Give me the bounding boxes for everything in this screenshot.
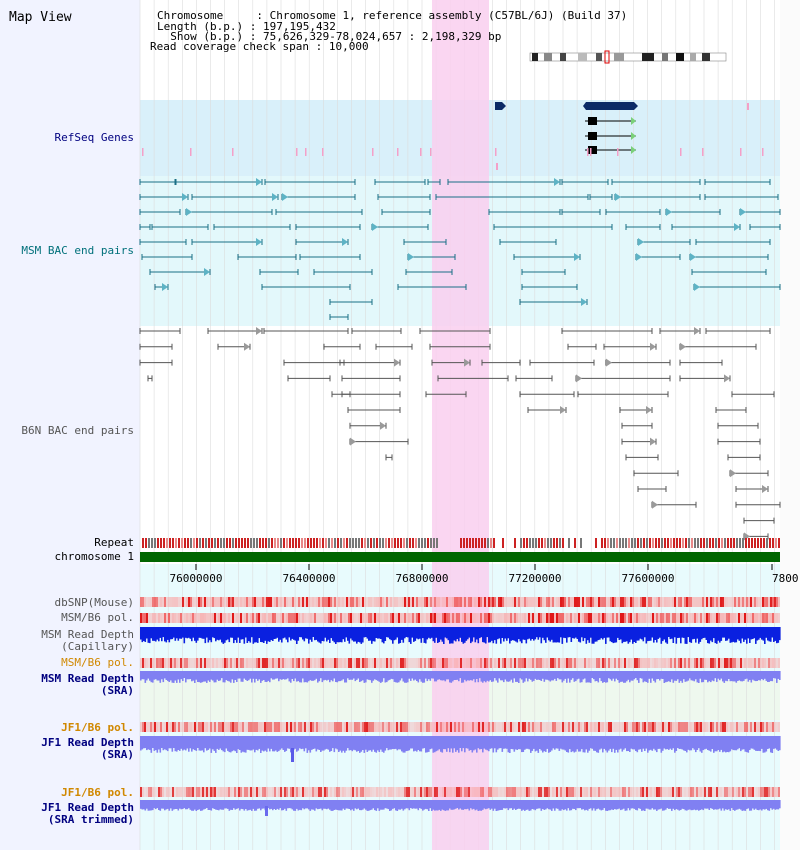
- track-label-column: [0, 0, 140, 850]
- position-axis: [195, 564, 773, 570]
- refseq-marks: [142, 148, 764, 156]
- msm-bac-label: MSM BAC end pairs: [21, 244, 134, 257]
- axis-tick-label: 76800000: [395, 572, 449, 585]
- chromosome-label: chromosome 1: [54, 550, 134, 563]
- coverage-span-info: Read coverage check span : 10,000: [150, 40, 369, 53]
- b6n-bac-end-pairs-track[interactable]: [139, 327, 781, 541]
- right-margin: [780, 0, 800, 850]
- msm-pol2-heat: [778, 658, 780, 668]
- refseq-genes-track[interactable]: [495, 102, 749, 170]
- dbsnp-label: dbSNP(Mouse): [54, 596, 134, 609]
- dbsnp-heat: [778, 597, 780, 607]
- jf1-depth-trim-sub: (SRA trimmed): [47, 813, 134, 826]
- b6n-bac-label: B6N BAC end pairs: [21, 424, 134, 437]
- axis-tick-label: 76000000: [169, 572, 223, 585]
- info-key: Read coverage check span: [150, 40, 316, 53]
- jf1-pol-label: JF1/B6 pol.: [61, 721, 134, 734]
- ideogram-position-marker: [604, 50, 610, 64]
- jf1-pol2-label: JF1/B6 pol.: [61, 786, 134, 799]
- msm-pol-heat: [778, 613, 780, 623]
- info-key: Length (b.p.): [157, 20, 250, 33]
- refseq-genes-label: RefSeq Genes: [54, 131, 134, 144]
- gene-feature[interactable]: [495, 102, 506, 110]
- info-key: Chromosome: [157, 9, 257, 22]
- highlight-region[interactable]: [432, 0, 489, 850]
- info-value: 197,195,432: [262, 20, 336, 33]
- polymorphism-tracks[interactable]: [140, 597, 780, 797]
- show-range-info: Show (b.p.) : 75,626,329-78,024,657 : 2,…: [157, 30, 502, 43]
- page-title: Map View: [9, 10, 72, 25]
- msm-depth-sra-sub: (SRA): [100, 684, 134, 697]
- msm-pol-label: MSM/B6 pol.: [61, 611, 134, 624]
- jf1-pol2-heat: [778, 787, 780, 797]
- chromosome-bar[interactable]: [140, 552, 780, 562]
- gene-feature[interactable]: [586, 102, 634, 110]
- axis-tick-label: 77200000: [508, 572, 562, 585]
- msm-depth-sra-label: MSM Read Depth: [41, 672, 134, 685]
- info-value: 10,000: [328, 40, 369, 53]
- jf1-depth-trim-label: JF1 Read Depth: [41, 801, 134, 814]
- jf1-pol-heat: [778, 722, 780, 732]
- axis-tick-label: 77600000: [621, 572, 675, 585]
- chromosome-info: Chromosome : Chromosome 1, reference ass…: [157, 9, 628, 22]
- repeat-label: Repeat: [94, 536, 134, 549]
- length-info: Length (b.p.) : 197,195,432: [157, 20, 336, 33]
- repeat-track[interactable]: [142, 538, 780, 548]
- msm-depth-cap-sub: (Capillary): [61, 640, 134, 653]
- info-key: Show (b.p.): [157, 30, 250, 43]
- msm-depth-cap-label: MSM Read Depth: [41, 628, 134, 641]
- info-value: Chromosome 1, reference assembly (C57BL/…: [269, 9, 628, 22]
- jf1-depth-sra-label: JF1 Read Depth: [41, 736, 134, 749]
- info-value: 75,626,329-78,024,657 : 2,198,329 bp: [262, 30, 502, 43]
- axis-tick-label: 76400000: [282, 572, 336, 585]
- msm-bac-end-pairs-track[interactable]: [139, 178, 781, 320]
- jf1-depth-sra-sub: (SRA): [100, 748, 134, 761]
- msm-pol2-label: MSM/B6 pol.: [61, 656, 134, 669]
- axis-tick-label: 7800: [772, 572, 799, 585]
- read-depth-tracks[interactable]: [140, 627, 781, 816]
- chromosome-ideogram[interactable]: [529, 50, 727, 64]
